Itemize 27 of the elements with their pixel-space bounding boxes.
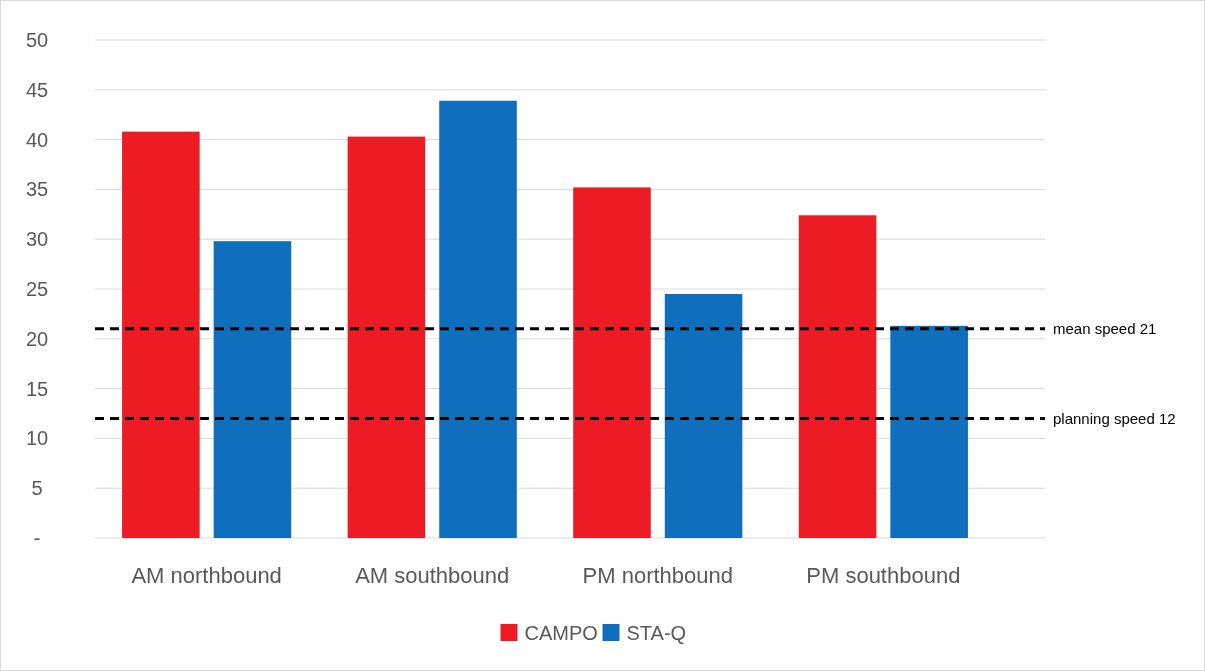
y-tick-label: - xyxy=(33,527,41,549)
bar xyxy=(573,187,651,538)
ref-line-label: mean speed 21 xyxy=(1053,320,1157,338)
x-tick-label: AM southbound xyxy=(355,563,510,588)
bar xyxy=(798,215,877,538)
bar xyxy=(347,136,426,538)
bar xyxy=(664,293,743,538)
ref-line-label: planning speed 12 xyxy=(1053,409,1176,427)
bar xyxy=(122,131,200,538)
y-tick-label: 15 xyxy=(25,377,49,400)
bar xyxy=(213,241,292,538)
y-tick-label: 20 xyxy=(25,327,49,350)
y-tick-label: 25 xyxy=(25,278,49,300)
x-tick-label: PM southbound xyxy=(806,563,961,588)
legend-label: STA-Q xyxy=(626,622,687,644)
bar xyxy=(890,325,968,538)
y-tick-label: 35 xyxy=(25,178,49,201)
y-tick-label: 50 xyxy=(25,29,49,51)
y-tick-label: 5 xyxy=(31,477,43,500)
x-tick-label: AM northbound xyxy=(131,563,282,588)
legend-label: CAMPO xyxy=(524,622,598,644)
y-tick-label: 10 xyxy=(25,427,49,450)
y-tick-label: 30 xyxy=(25,228,49,251)
x-tick-label: PM northbound xyxy=(582,563,733,588)
y-tick-label: 45 xyxy=(25,78,49,101)
bar xyxy=(439,100,517,538)
y-tick-label: 40 xyxy=(25,128,49,151)
